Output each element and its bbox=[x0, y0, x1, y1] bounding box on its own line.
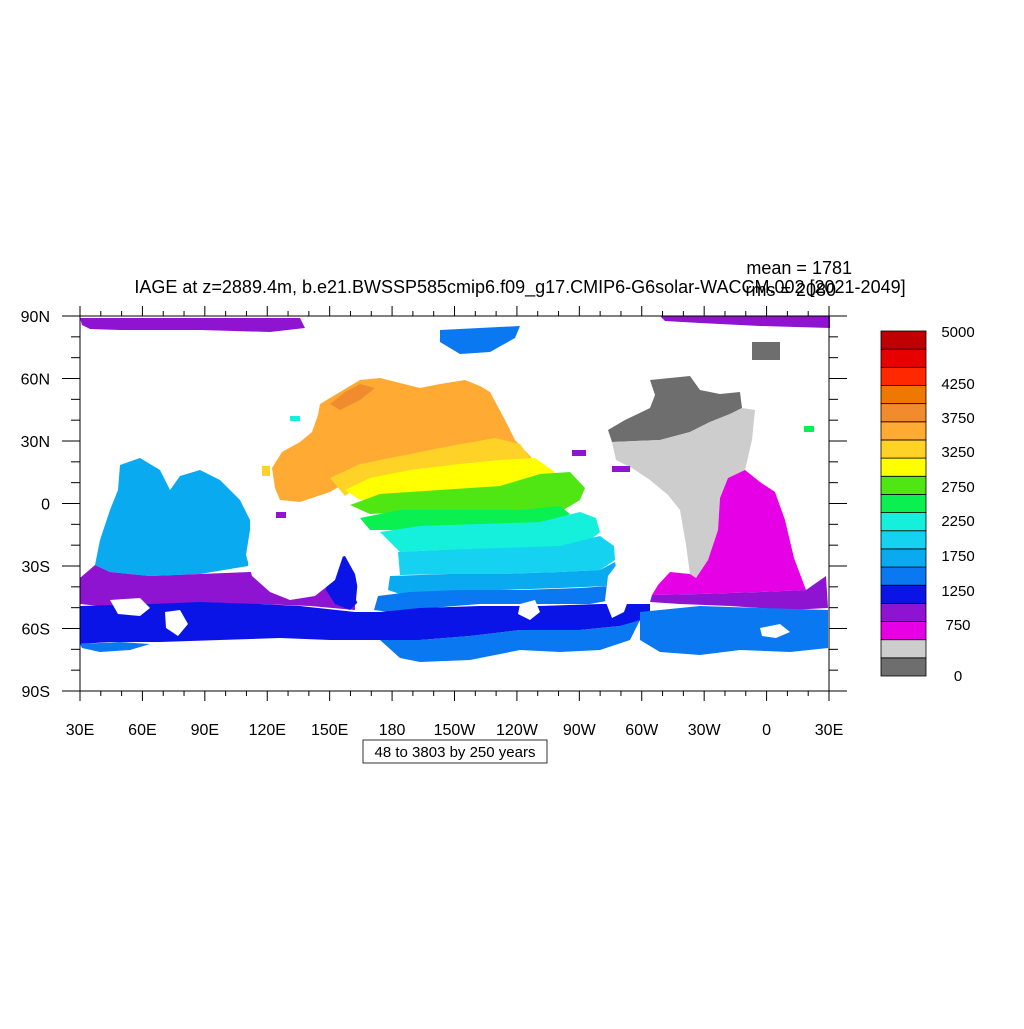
colorbar-label: 2250 bbox=[941, 513, 974, 530]
lat-label: 60N bbox=[21, 372, 50, 389]
colorbar-swatch bbox=[880, 439, 927, 459]
colorbar-swatch bbox=[880, 385, 927, 405]
lon-label: 150E bbox=[311, 722, 348, 739]
lat-label: 30N bbox=[21, 434, 50, 451]
lon-label: 180 bbox=[379, 722, 406, 739]
colorbar-label: 4250 bbox=[941, 376, 974, 393]
map-title: IAGE at z=2889.4m, b.e21.BWSSP585cmip6.f… bbox=[134, 277, 905, 298]
region-southern-azure-center bbox=[380, 620, 640, 662]
region-atlantic-purple bbox=[650, 576, 828, 610]
latitude-labels: 90N 60N 30N 0 30S 60S 90S bbox=[21, 309, 50, 701]
lat-label: 90N bbox=[21, 309, 50, 326]
land-new-zealand bbox=[356, 570, 378, 612]
lon-label: 90E bbox=[191, 722, 219, 739]
land-masses bbox=[110, 505, 790, 638]
colorbar-labels: 0 750 1250 1750 2250 2750 3250 3750 4250 5000 bbox=[941, 324, 974, 685]
colorbar-swatch bbox=[880, 566, 927, 586]
colorbar-label: 750 bbox=[945, 617, 970, 634]
region-pacific-gold bbox=[330, 438, 530, 496]
ocean-age-field bbox=[80, 316, 830, 662]
lat-label: 0 bbox=[41, 497, 50, 514]
contour-info-box bbox=[362, 739, 548, 764]
axis-ticks bbox=[62, 306, 847, 701]
region-arctic-blue bbox=[440, 326, 520, 354]
region-pacific-cyan bbox=[398, 536, 615, 575]
lon-label: 30E bbox=[815, 722, 843, 739]
lon-label: 90W bbox=[563, 722, 597, 739]
land-australia bbox=[246, 505, 345, 600]
mean-label: mean = 1781 bbox=[746, 258, 852, 278]
contour-info: 48 to 3803 by 250 years bbox=[375, 744, 536, 761]
patch-japan-sea bbox=[262, 466, 270, 476]
colorbar-swatch bbox=[880, 330, 927, 350]
lat-label: 60S bbox=[22, 622, 50, 639]
region-pacific-azure bbox=[374, 586, 612, 612]
lon-label: 60E bbox=[128, 722, 156, 739]
rms-label: rms = 2080 bbox=[745, 280, 836, 300]
region-southern-azure-west bbox=[80, 642, 150, 652]
colorbar-swatch bbox=[880, 530, 927, 550]
lon-label: 30W bbox=[688, 722, 722, 739]
colorbar-swatch bbox=[880, 366, 927, 386]
patch-barents bbox=[752, 342, 780, 360]
colorbar-label: 1250 bbox=[941, 583, 974, 600]
lat-label: 30S bbox=[22, 559, 50, 576]
longitude-labels: 30E 60E 90E 120E 150E 180 150W 120W 90W 60W 30W 0 30… bbox=[66, 722, 843, 739]
region-pacific-lime bbox=[350, 472, 585, 514]
lon-label: 120E bbox=[249, 722, 286, 739]
land-weddell-bay bbox=[760, 624, 790, 638]
colorbar-swatch bbox=[880, 421, 927, 441]
lon-label: 60W bbox=[625, 722, 659, 739]
patch-caribbean bbox=[572, 450, 586, 456]
region-pacific-aqua bbox=[380, 512, 600, 552]
lon-label: 0 bbox=[762, 722, 771, 739]
colorbar-swatch bbox=[880, 639, 927, 659]
colorbar-swatch bbox=[880, 602, 927, 622]
colorbar-swatch bbox=[880, 348, 927, 368]
land-south-africa-tip bbox=[110, 598, 150, 616]
region-pacific-sky bbox=[388, 562, 618, 594]
colorbar-label: 2750 bbox=[941, 479, 974, 496]
land-south-america-tip bbox=[605, 560, 632, 618]
colorbar-label: 0 bbox=[954, 668, 962, 685]
patch-gulf bbox=[612, 466, 630, 472]
colorbar-label: 5000 bbox=[941, 324, 974, 341]
patch-south-china bbox=[276, 512, 286, 518]
colorbar-label: 3250 bbox=[941, 444, 974, 461]
lon-label: 30E bbox=[66, 722, 94, 739]
colorbar-swatch bbox=[880, 457, 927, 477]
region-atlantic-gray bbox=[612, 408, 755, 578]
colorbar-swatch bbox=[880, 657, 927, 677]
land-kerguelen bbox=[165, 610, 188, 636]
colorbar-swatch bbox=[880, 512, 927, 532]
small-patches bbox=[262, 342, 814, 518]
lon-label: 120W bbox=[496, 722, 539, 739]
colorbar-label: 1750 bbox=[941, 548, 974, 565]
colorbar-swatch bbox=[880, 494, 927, 513]
region-arctic-west bbox=[80, 318, 305, 332]
colorbar-swatch bbox=[880, 584, 927, 604]
land-antarctic-peninsula bbox=[518, 600, 540, 620]
colorbar-label: 3750 bbox=[941, 410, 974, 427]
region-southern-azure-east bbox=[640, 606, 828, 655]
colorbar-swatch bbox=[880, 621, 927, 641]
region-indian-sky bbox=[95, 458, 250, 576]
patch-kuril bbox=[290, 416, 300, 421]
lon-label: 150W bbox=[434, 722, 477, 739]
lat-label: 90S bbox=[22, 684, 50, 701]
colorbar-swatch bbox=[880, 403, 927, 423]
region-n-atlantic-dark bbox=[608, 376, 742, 442]
region-atlantic-magenta bbox=[652, 470, 806, 595]
colorbar-swatch bbox=[880, 548, 927, 568]
colorbar-swatch bbox=[880, 475, 927, 495]
colorbar bbox=[880, 330, 927, 677]
patch-med bbox=[804, 426, 814, 432]
region-pacific-darkorange bbox=[330, 384, 375, 410]
region-southern-blue bbox=[80, 602, 650, 644]
region-arctic-east bbox=[660, 316, 830, 328]
